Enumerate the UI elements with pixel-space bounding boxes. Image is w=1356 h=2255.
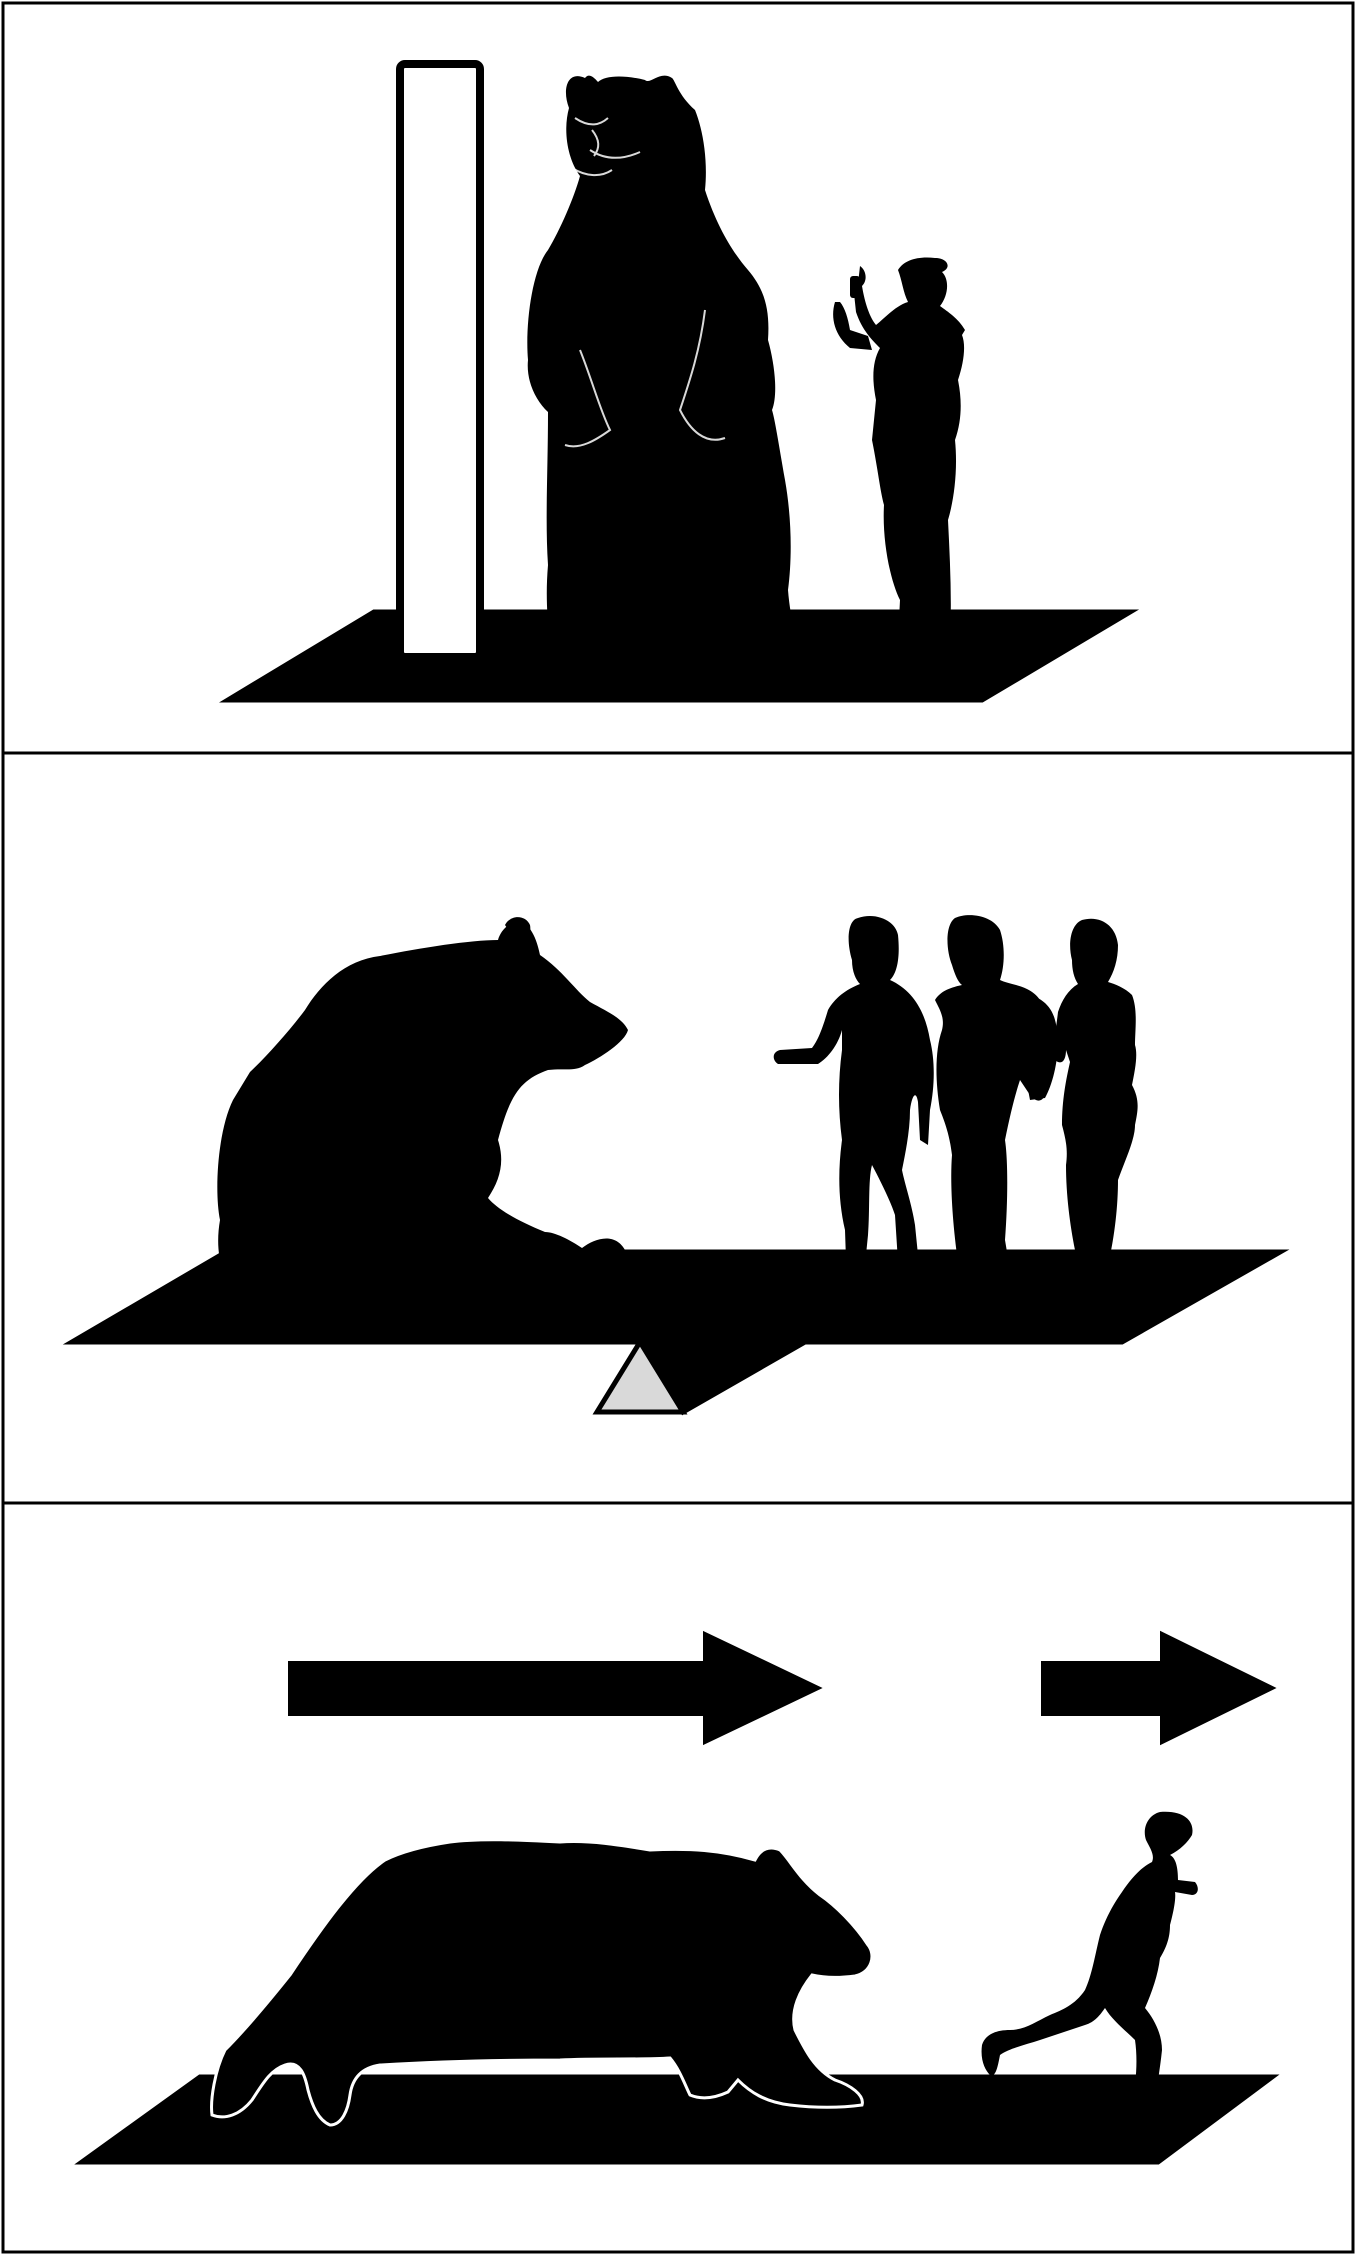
speed-arrows: [288, 1630, 1277, 1746]
bear-speed-arrow: [288, 1630, 823, 1746]
sitting-bear-silhouette: [217, 917, 628, 1312]
group-of-three-people-silhouette: [773, 915, 1138, 1306]
panel-height-comparison: [1, 1, 1355, 755]
panel-weight-comparison: [1, 751, 1355, 1505]
running-bear-silhouette: [210, 1838, 874, 2127]
standing-bear-silhouette: [527, 75, 808, 664]
person-taking-photo-silhouette: [833, 257, 965, 670]
panel-speed-comparison: [1, 1501, 1355, 2254]
ground-platform: [219, 609, 1140, 703]
measuring-ruler: [396, 60, 484, 661]
ground-platform: [74, 2074, 1280, 2165]
person-speed-arrow: [1041, 1630, 1277, 1746]
running-person-silhouette: [981, 1811, 1198, 2123]
